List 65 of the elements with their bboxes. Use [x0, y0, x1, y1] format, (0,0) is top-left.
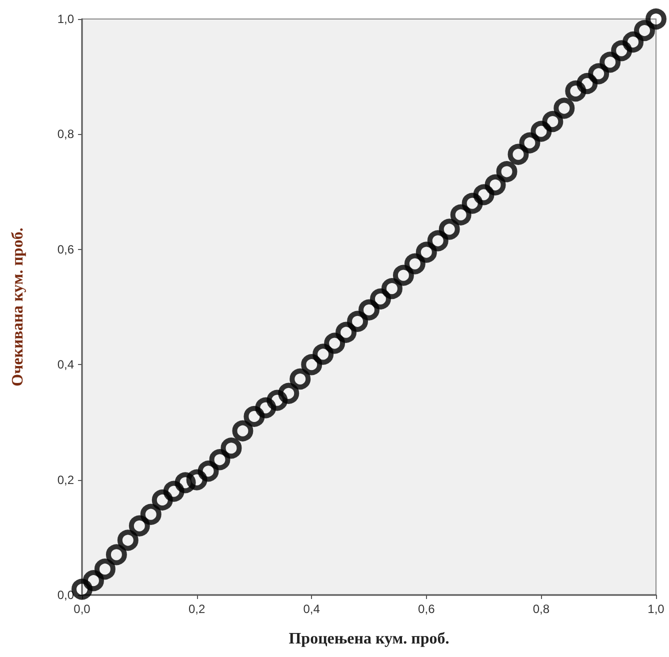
point: [381, 278, 402, 300]
point: [266, 390, 288, 411]
point: [450, 204, 472, 226]
point: [611, 40, 632, 62]
point: [324, 332, 346, 354]
y-axis-title: Очекивана кум. проб.: [10, 228, 26, 386]
point: [290, 368, 311, 390]
point: [646, 8, 666, 30]
x-tick-label: 0,4: [303, 602, 320, 616]
point: [106, 544, 127, 566]
point: [554, 98, 575, 119]
point: [117, 530, 138, 551]
point: [565, 80, 586, 102]
point: [220, 438, 242, 459]
point: [152, 489, 173, 510]
point: [588, 63, 610, 84]
point: [244, 406, 265, 427]
y-tick-label: 0,0: [57, 588, 74, 602]
x-axis-title: Процењена кум. проб.: [288, 630, 450, 648]
point: [312, 344, 334, 365]
x-tick-label: 0,0: [74, 602, 91, 616]
point: [336, 322, 357, 343]
point: [72, 578, 92, 600]
point: [508, 144, 529, 165]
point: [82, 570, 104, 592]
point: [186, 469, 208, 490]
point: [209, 449, 230, 470]
point: [301, 354, 322, 376]
point: [519, 132, 540, 154]
point: [347, 310, 368, 332]
point: [416, 242, 437, 263]
point: [163, 480, 184, 502]
point: [462, 192, 483, 214]
point: [232, 420, 254, 442]
point: [542, 111, 564, 132]
point: [392, 264, 414, 286]
y-tick-label: 1,0: [57, 12, 74, 26]
point: [634, 20, 656, 42]
x-tick-label: 0,2: [188, 602, 206, 616]
point: [174, 472, 196, 494]
point: [530, 120, 552, 142]
point: [404, 253, 426, 274]
y-tick-label: 0,4: [57, 358, 74, 372]
x-tick-label: 0,6: [418, 602, 436, 616]
point: [370, 288, 391, 310]
y-tick-label: 0,2: [57, 472, 74, 487]
point: [473, 184, 494, 206]
x-tick-label: 1,0: [648, 602, 665, 616]
y-tick-label: 0,8: [57, 127, 74, 142]
point: [484, 174, 506, 196]
point: [600, 52, 621, 73]
x-tick-label: 0,8: [532, 602, 550, 616]
point: [358, 299, 380, 320]
point: [496, 161, 518, 182]
point: [255, 397, 276, 418]
point: [198, 460, 219, 482]
point: [438, 218, 460, 240]
point: [140, 504, 162, 525]
point: [576, 73, 598, 94]
y-tick-label: 0,6: [57, 242, 74, 256]
point: [278, 382, 300, 404]
point: [427, 230, 448, 252]
point: [94, 558, 116, 580]
point: [622, 32, 644, 53]
point: [128, 515, 150, 536]
